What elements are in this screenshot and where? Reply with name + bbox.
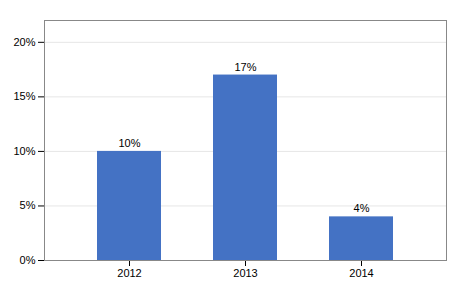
svg-text:2013: 2013 xyxy=(233,267,257,279)
svg-text:0%: 0% xyxy=(20,254,36,266)
svg-text:10%: 10% xyxy=(118,137,140,149)
svg-text:5%: 5% xyxy=(20,199,36,211)
svg-text:20%: 20% xyxy=(13,36,35,48)
svg-text:2014: 2014 xyxy=(349,267,373,279)
svg-text:4%: 4% xyxy=(354,202,370,214)
svg-text:2012: 2012 xyxy=(117,267,141,279)
svg-text:10%: 10% xyxy=(13,145,35,157)
svg-text:17%: 17% xyxy=(234,61,256,73)
svg-text:15%: 15% xyxy=(13,90,35,102)
